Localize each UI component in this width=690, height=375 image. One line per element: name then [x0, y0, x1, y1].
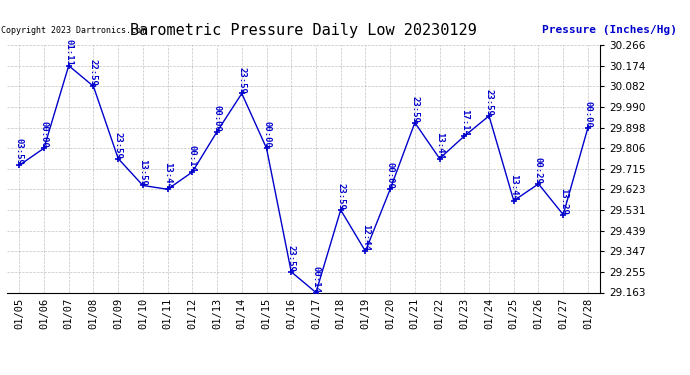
- Text: 22:59: 22:59: [89, 59, 98, 86]
- Text: 03:59: 03:59: [14, 138, 23, 165]
- Text: 00:00: 00:00: [386, 162, 395, 189]
- Text: 23:59: 23:59: [484, 89, 493, 116]
- Text: 13:59: 13:59: [139, 159, 148, 186]
- Text: 00:29: 00:29: [534, 157, 543, 184]
- Text: 23:59: 23:59: [287, 245, 296, 272]
- Text: 01:11: 01:11: [64, 39, 73, 66]
- Text: 23:59: 23:59: [237, 67, 246, 93]
- Text: 00:00: 00:00: [262, 122, 271, 148]
- Text: 00:00: 00:00: [39, 122, 48, 148]
- Text: 13:44: 13:44: [163, 162, 172, 189]
- Text: 17:14: 17:14: [460, 109, 469, 136]
- Text: 00:14: 00:14: [188, 145, 197, 172]
- Text: Barometric Pressure Daily Low 20230129: Barometric Pressure Daily Low 20230129: [130, 22, 477, 38]
- Text: 00:00: 00:00: [584, 101, 593, 128]
- Text: Copyright 2023 Dartronics.com: Copyright 2023 Dartronics.com: [1, 26, 146, 35]
- Text: Pressure (Inches/Hg): Pressure (Inches/Hg): [542, 25, 678, 35]
- Text: 13:44: 13:44: [435, 132, 444, 159]
- Text: 00:00: 00:00: [213, 105, 221, 132]
- Text: 13:44: 13:44: [509, 174, 518, 201]
- Text: 12:44: 12:44: [361, 224, 370, 251]
- Text: 23:59: 23:59: [336, 183, 345, 210]
- Text: 23:59: 23:59: [411, 96, 420, 123]
- Text: 23:59: 23:59: [114, 132, 123, 159]
- Text: 00:14: 00:14: [311, 266, 320, 292]
- Text: 13:29: 13:29: [559, 188, 568, 214]
